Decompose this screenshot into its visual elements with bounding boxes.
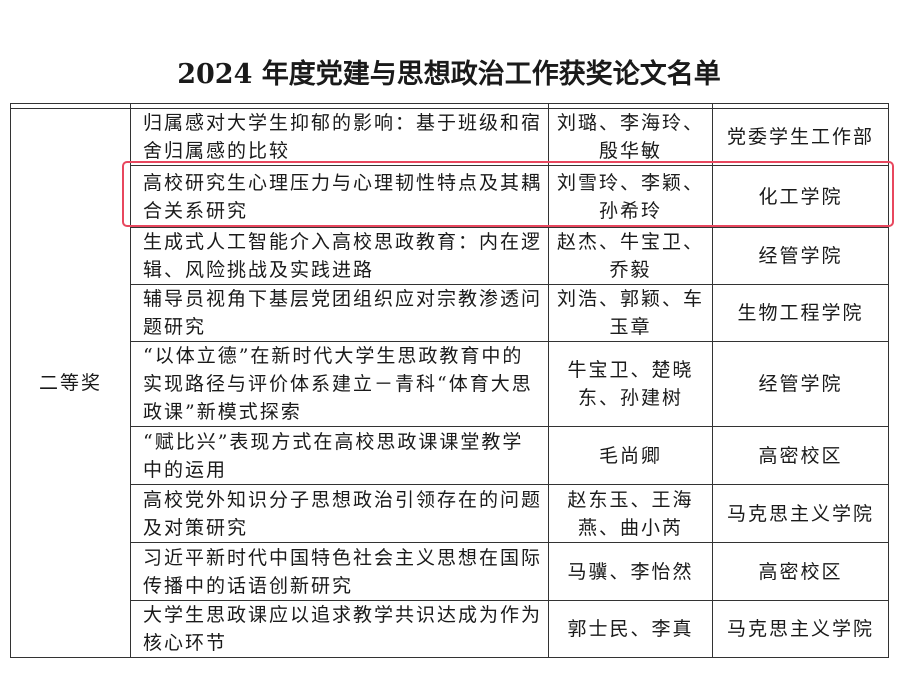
paper-title: 高校研究生心理压力与心理韧性特点及其耦合关系研究 [130,165,549,228]
document-title: 2024 年度党建与思想政治工作获奖论文名单 [177,59,721,90]
unit: 马克思主义学院 [712,484,889,543]
table-row: 习近平新时代中国特色社会主义思想在国际传播中的话语创新研究 马骥、李怡然 高密校区 [11,542,889,601]
table-row: 高校党外知识分子思想政治引领存在的问题及对策研究 赵东玉、王海燕、曲小芮 马克思主义… [11,484,889,543]
unit: 马克思主义学院 [712,600,889,658]
paper-title: “赋比兴”表现方式在高校思政课课堂教学中的运用 [130,426,549,485]
authors: 刘浩、郭颖、车玉章 [548,284,713,342]
highlight-box [122,161,894,227]
authors: 刘雪玲、李颖、孙希玲 [548,165,713,228]
authors: 赵杰、牛宝卫、乔毅 [548,227,713,285]
table-row: 生成式人工智能介入高校思政教育：内在逻辑、风险挑战及实践进路 赵杰、牛宝卫、乔毅经… [11,227,889,285]
table-row: 二等奖 归属感对大学生抑郁的影响：基于班级和宿舍归属感的比较 刘璐、李海玲、殷华敏党… [10,108,889,658]
unit: 经管学院 [712,227,889,285]
authors: 毛尚卿 [548,426,713,485]
authors: 刘璐、李海玲、殷华敏 [548,108,713,166]
paper-title: 归属感对大学生抑郁的影响：基于班级和宿舍归属感的比较 [130,108,549,166]
unit: 高密校区 [712,426,889,485]
unit: 高密校区 [712,542,889,601]
authors: 马骥、李怡然 [548,542,713,601]
paper-title: 习近平新时代中国特色社会主义思想在国际传播中的话语创新研究 [130,542,549,601]
paper-title: 生成式人工智能介入高校思政教育：内在逻辑、风险挑战及实践进路 [130,227,549,285]
unit: 经管学院 [712,341,889,427]
unit: 生物工程学院 [712,284,889,342]
paper-title: “以体立德”在新时代大学生思政教育中的实现路径与评价体系建立－青科“体育大思政课… [130,341,549,427]
award-table: 二等奖 归属感对大学生抑郁的影响：基于班级和宿舍归属感的比较 刘璐、李海玲、殷华敏党… [10,103,889,658]
authors: 郭士民、李真 [548,600,713,658]
unit: 化工学院 [712,165,889,228]
paper-title: 辅导员视角下基层党团组织应对宗教渗透问题研究 [130,284,549,342]
table-row: 辅导员视角下基层党团组织应对宗教渗透问题研究 刘浩、郭颖、车玉章 生物工程学院 [11,284,889,342]
authors: 牛宝卫、楚晓东、孙建树 [548,341,713,427]
table-row: 大学生思政课应以追求教学共识达成为作为核心环节 郭士民、李真 马克思主义学院 [11,600,889,658]
authors: 赵东玉、王海燕、曲小芮 [548,484,713,543]
unit: 党委学生工作部 [712,108,889,166]
table-row: “以体立德”在新时代大学生思政教育中的实现路径与评价体系建立－青科“体育大思政课… [11,341,889,427]
table-row: 高校研究生心理压力与心理韧性特点及其耦合关系研究 刘雪玲、李颖、孙希玲 化工学院 [11,165,889,228]
paper-title: 高校党外知识分子思想政治引领存在的问题及对策研究 [130,484,549,543]
award-cell: 二等奖 [10,108,131,658]
table-row: “赋比兴”表现方式在高校思政课课堂教学中的运用 毛尚卿 高密校区 [11,426,889,485]
paper-title: 大学生思政课应以追求教学共识达成为作为核心环节 [130,600,549,658]
